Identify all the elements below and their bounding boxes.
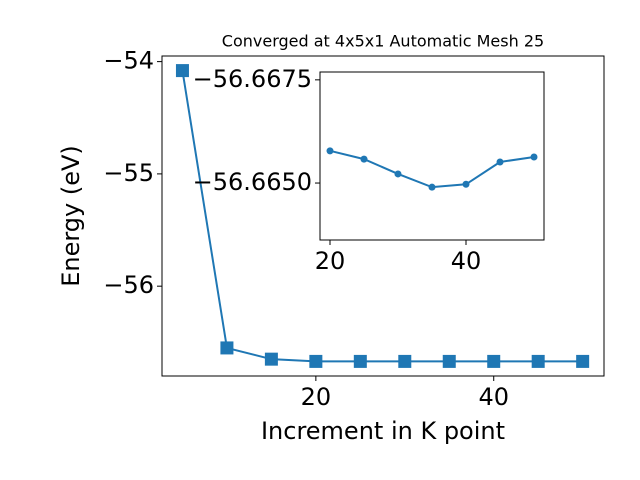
y-tick-label: −56.6675 <box>193 65 312 93</box>
data-point <box>175 64 189 78</box>
y-tick-label: −55 <box>103 159 154 187</box>
data-point <box>496 158 504 166</box>
y-axis-label: Energy (eV) <box>57 145 85 287</box>
x-tick-label: 20 <box>315 247 346 275</box>
y-tick-label: −56 <box>103 271 154 299</box>
data-line <box>181 70 583 363</box>
data-point <box>531 354 545 368</box>
x-tick-label: 40 <box>451 247 482 275</box>
data-point <box>462 180 470 188</box>
data-point <box>398 354 412 368</box>
data-point <box>353 354 367 368</box>
data-point <box>428 183 436 191</box>
data-point <box>360 155 368 163</box>
data-point <box>530 153 538 161</box>
plot-area <box>319 71 545 241</box>
y-tick-label: −56.6650 <box>193 168 312 196</box>
data-point <box>442 354 456 368</box>
y-tick-label: −54 <box>103 47 154 75</box>
x-tick-label: 40 <box>478 383 509 411</box>
x-tick-label: 20 <box>301 383 332 411</box>
data-point <box>309 354 323 368</box>
x-axis-label: Increment in K point <box>261 417 505 445</box>
data-point <box>326 147 334 155</box>
data-point <box>264 352 278 366</box>
data-point <box>220 341 234 355</box>
data-point <box>487 354 501 368</box>
chart-title: Converged at 4x5x1 Automatic Mesh 25 <box>222 32 544 51</box>
data-point <box>576 354 590 368</box>
data-point <box>394 170 402 178</box>
